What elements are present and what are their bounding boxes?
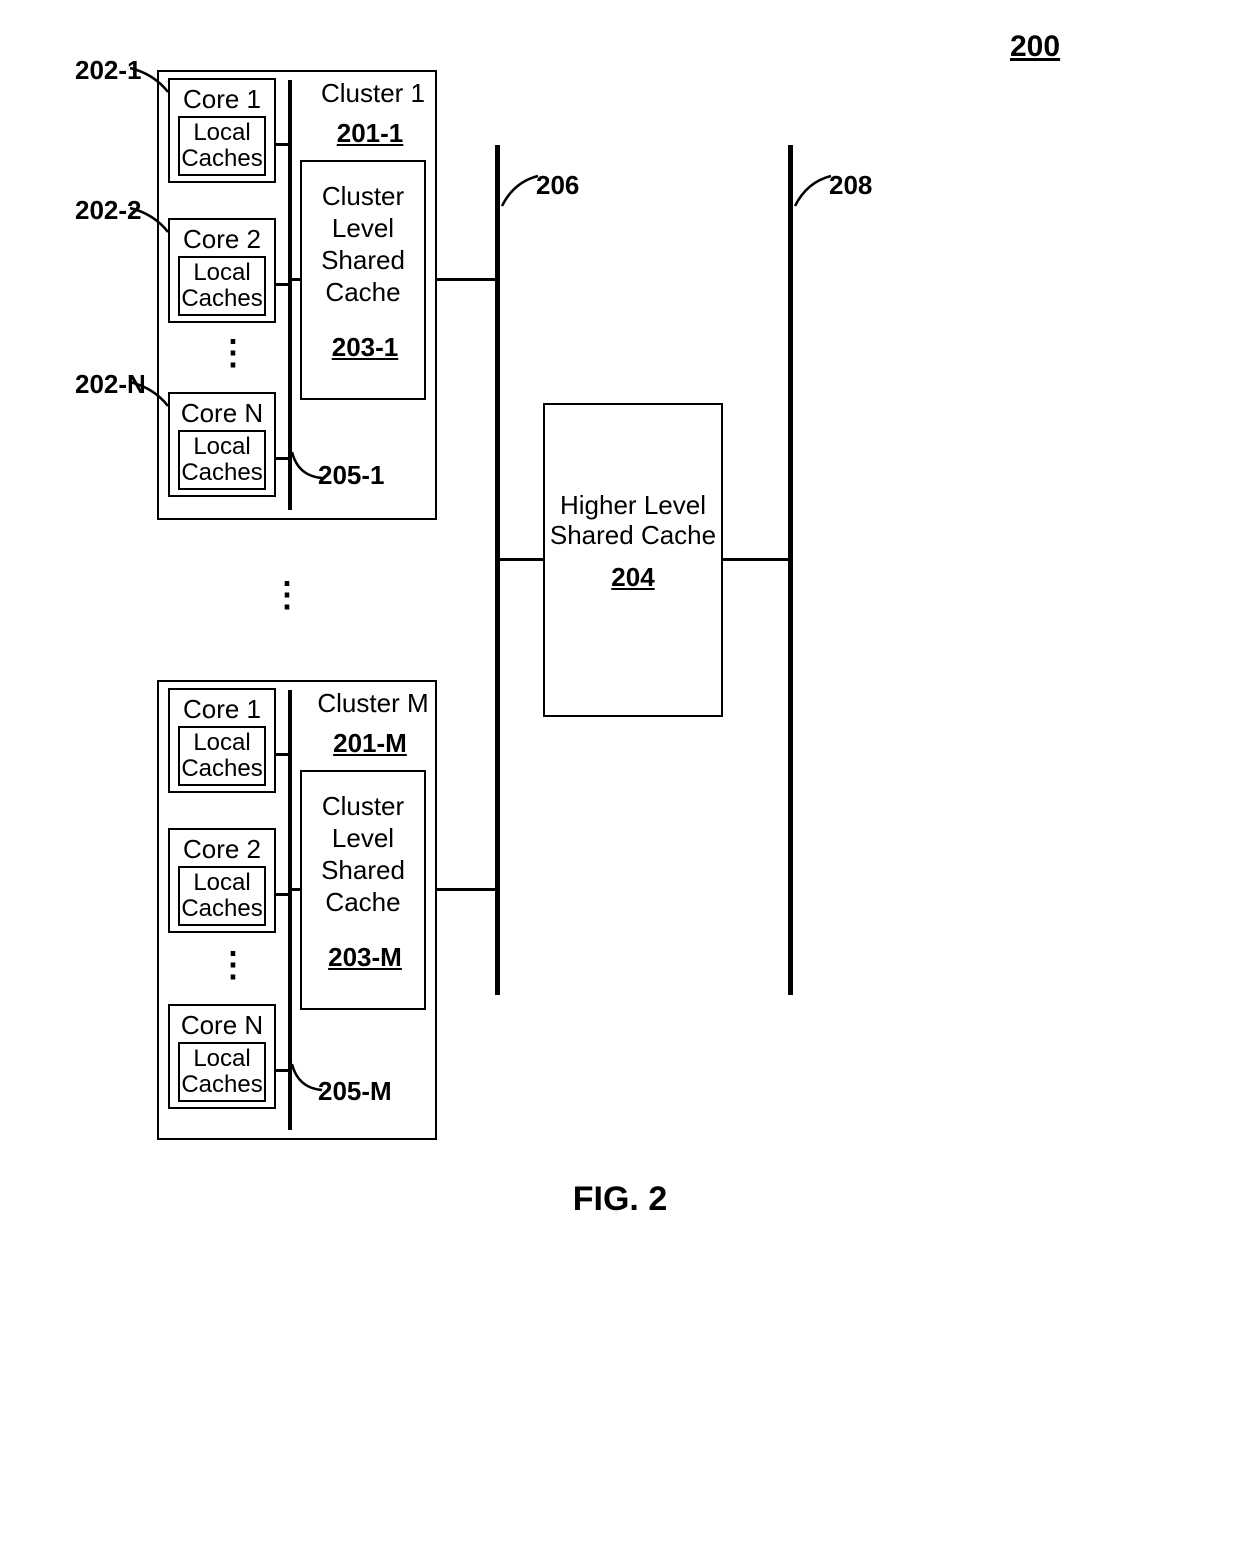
cluster1-shared-conn-left xyxy=(290,278,302,281)
callout-202-N: 202-N xyxy=(75,369,146,400)
bus-208 xyxy=(788,145,793,995)
cluster1-core2-title: Core 2 xyxy=(168,224,276,255)
diagram-canvas: 200 Cluster 1 201-1 Core 1 Local Caches … xyxy=(0,0,1240,1543)
clusterM-core2-title: Core 2 xyxy=(168,834,276,865)
cluster1-coreN-title: Core N xyxy=(168,398,276,429)
clusterM-core2-conn xyxy=(276,893,290,896)
clusterM-coreN-title: Core N xyxy=(168,1010,276,1041)
cluster1-core2-cache-label: Local Caches xyxy=(178,260,266,312)
cluster1-shared-cache-ref: 203-1 xyxy=(325,332,405,363)
cluster1-shared-cache-label: Cluster Level Shared Cache xyxy=(300,180,426,308)
cluster1-core1-conn xyxy=(276,143,290,146)
clusterM-shared-cache-ref: 203-M xyxy=(320,942,410,973)
higher-to-bus208 xyxy=(723,558,789,561)
clusterM-core1-cache-label: Local Caches xyxy=(178,730,266,782)
cluster-M-ref: 201-M xyxy=(325,728,415,759)
cluster-1-title: Cluster 1 xyxy=(318,78,428,109)
clusterM-shared-cache-label: Cluster Level Shared Cache xyxy=(300,790,426,918)
cluster-M-title: Cluster M xyxy=(308,688,438,719)
cluster1-core1-cache-label: Local Caches xyxy=(178,120,266,172)
cluster1-coreN-cache-label: Local Caches xyxy=(178,434,266,486)
clusterM-shared-conn-left xyxy=(290,888,302,891)
callout-202-1: 202-1 xyxy=(75,55,142,86)
clusters-ellipsis: ⋮ xyxy=(270,590,304,600)
higher-cache-label: Higher Level Shared Cache xyxy=(543,490,723,550)
clusterM-core1-title: Core 1 xyxy=(168,694,276,725)
figure-number: 200 xyxy=(1010,30,1060,64)
cluster1-cores-ellipsis: ⋮ xyxy=(216,348,250,358)
clusterM-to-bus206 xyxy=(437,888,497,891)
cluster1-core2-conn xyxy=(276,283,290,286)
higher-cache-ref: 204 xyxy=(603,562,663,593)
callout-208: 208 xyxy=(829,170,872,201)
figure-caption: FIG. 2 xyxy=(0,1180,1240,1219)
cluster-1-ref: 201-1 xyxy=(330,118,410,149)
bus206-to-higher xyxy=(499,558,544,561)
callout-205-M: 205-M xyxy=(318,1076,392,1107)
higher-cache-box xyxy=(543,403,723,717)
callout-202-2: 202-2 xyxy=(75,195,142,226)
cluster1-to-bus206 xyxy=(437,278,497,281)
bus-206 xyxy=(495,145,500,995)
callout-205-1: 205-1 xyxy=(318,460,385,491)
clusterM-core1-conn xyxy=(276,753,290,756)
callout-206: 206 xyxy=(536,170,579,201)
clusterM-core2-cache-label: Local Caches xyxy=(178,870,266,922)
clusterM-coreN-cache-label: Local Caches xyxy=(178,1046,266,1098)
clusterM-cores-ellipsis: ⋮ xyxy=(216,960,250,970)
cluster1-core1-title: Core 1 xyxy=(168,84,276,115)
